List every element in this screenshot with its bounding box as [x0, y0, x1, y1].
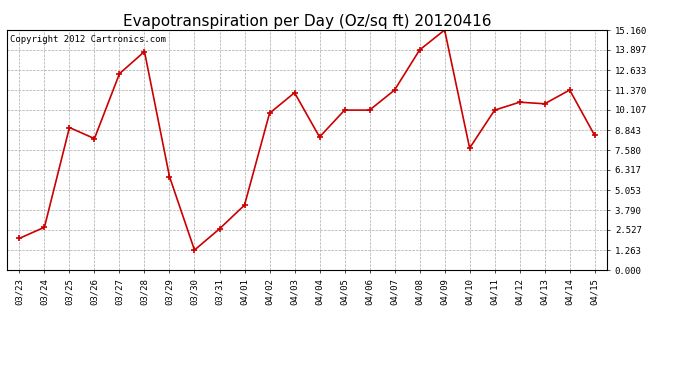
- Title: Evapotranspiration per Day (Oz/sq ft) 20120416: Evapotranspiration per Day (Oz/sq ft) 20…: [123, 14, 491, 29]
- Text: Copyright 2012 Cartronics.com: Copyright 2012 Cartronics.com: [10, 35, 166, 44]
